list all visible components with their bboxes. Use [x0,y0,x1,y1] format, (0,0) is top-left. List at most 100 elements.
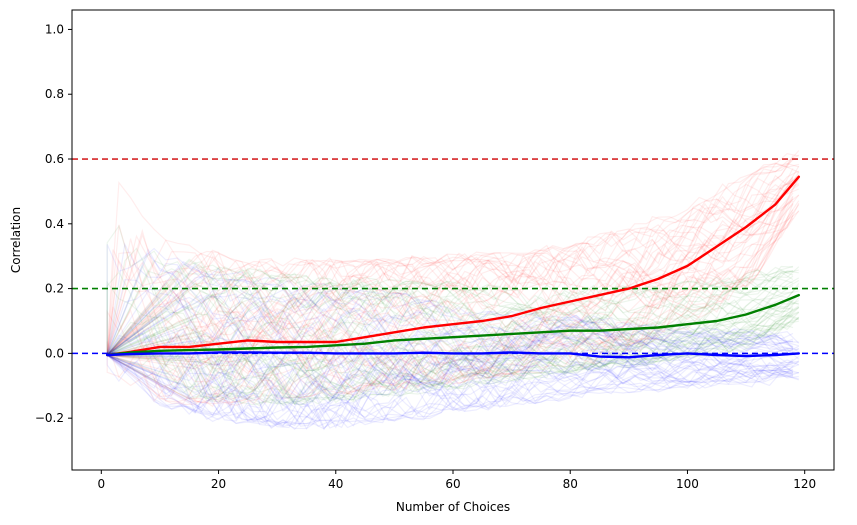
noise-trace [106,182,794,363]
x-tick-label: 60 [445,477,460,491]
noise-trace [106,180,800,390]
noise-trace [106,283,794,397]
noise-trace [106,188,800,355]
x-tick-label: 120 [793,477,816,491]
noise-trace [106,270,794,372]
noise-trace [107,296,794,407]
noise-trace [106,312,794,403]
noise-trace [106,329,800,429]
noise-trace [106,183,800,408]
noise-trace [106,270,799,405]
x-axis: 0 20 40 60 80 100 120 [97,470,816,491]
series-line [105,175,800,357]
noise-trace [107,211,794,404]
noise-trace [106,261,800,356]
noise-trace [107,181,794,383]
noise-trace [106,200,794,356]
noise-trace [106,178,800,405]
noise-trace [106,276,794,356]
y-axis-title: Correlation [9,207,23,273]
noise-trace [106,174,800,356]
noise-trace [106,174,800,356]
noise-trace [107,157,794,380]
noise-trace [106,348,794,430]
noise-traces [106,150,800,431]
noise-trace [106,162,799,368]
noise-trace [106,268,800,356]
noise-trace [107,270,794,356]
noise-trace [106,341,794,422]
noise-trace [106,271,794,356]
noise-trace [106,354,800,431]
noise-trace [106,326,800,427]
noise-trace [106,202,794,393]
noise-trace [106,176,794,390]
noise-trace [106,162,800,356]
y-axis: −0.2 0.0 0.2 0.4 0.6 0.8 1.0 [35,22,72,425]
noise-trace [107,279,800,401]
noise-trace [106,154,800,356]
noise-trace [106,278,799,398]
noise-trace [107,179,794,356]
x-tick-label: 100 [676,477,699,491]
noise-trace [106,354,794,426]
series-line [105,293,800,357]
noise-trace [106,314,794,421]
y-tick-label: 0.4 [45,217,64,231]
noise-trace [106,273,794,356]
noise-trace [107,198,794,397]
noise-trace [107,316,800,395]
noise-trace [106,202,800,376]
noise-trace [106,340,794,420]
noise-trace [107,319,794,391]
noise-trace [106,150,800,387]
noise-trace [107,313,794,413]
noise-trace [106,252,794,358]
noise-trace [107,297,800,397]
noise-trace [106,294,800,406]
x-tick-label: 80 [563,477,578,491]
noise-trace [106,178,794,356]
mean-series [105,175,800,359]
noise-trace [106,268,794,405]
noise-trace [106,155,794,356]
x-tick-label: 20 [211,477,226,491]
x-axis-title: Number of Choices [396,500,510,514]
noise-trace [106,351,794,426]
noise-trace [106,263,794,397]
noise-trace [106,334,794,421]
noise-trace [107,311,800,393]
noise-trace [106,354,800,427]
noise-trace [107,284,794,406]
noise-trace [106,266,800,367]
noise-trace [106,170,800,380]
noise-trace [106,287,794,429]
noise-trace [106,288,799,385]
noise-trace [107,196,794,388]
y-tick-label: 0.8 [45,87,64,101]
noise-trace [106,210,800,407]
noise-trace [106,265,794,356]
noise-trace [107,308,794,397]
noise-trace [106,259,799,356]
series-line [105,351,800,359]
y-tick-label: 1.0 [45,22,64,36]
noise-trace [107,177,794,402]
noise-trace [106,162,799,379]
noise-trace [107,206,800,377]
noise-trace [106,152,799,356]
noise-trace [106,309,794,429]
noise-trace [106,262,799,373]
y-tick-label: 0.0 [45,346,64,360]
noise-trace [106,323,794,405]
y-tick-label: 0.2 [45,282,64,296]
noise-trace [106,224,799,402]
noise-trace [106,325,800,422]
y-tick-label: −0.2 [35,411,64,425]
noise-trace [106,314,800,428]
noise-trace [106,336,794,411]
noise-trace [106,195,794,405]
noise-trace [106,292,799,402]
noise-trace [106,264,799,356]
noise-trace [107,290,799,406]
